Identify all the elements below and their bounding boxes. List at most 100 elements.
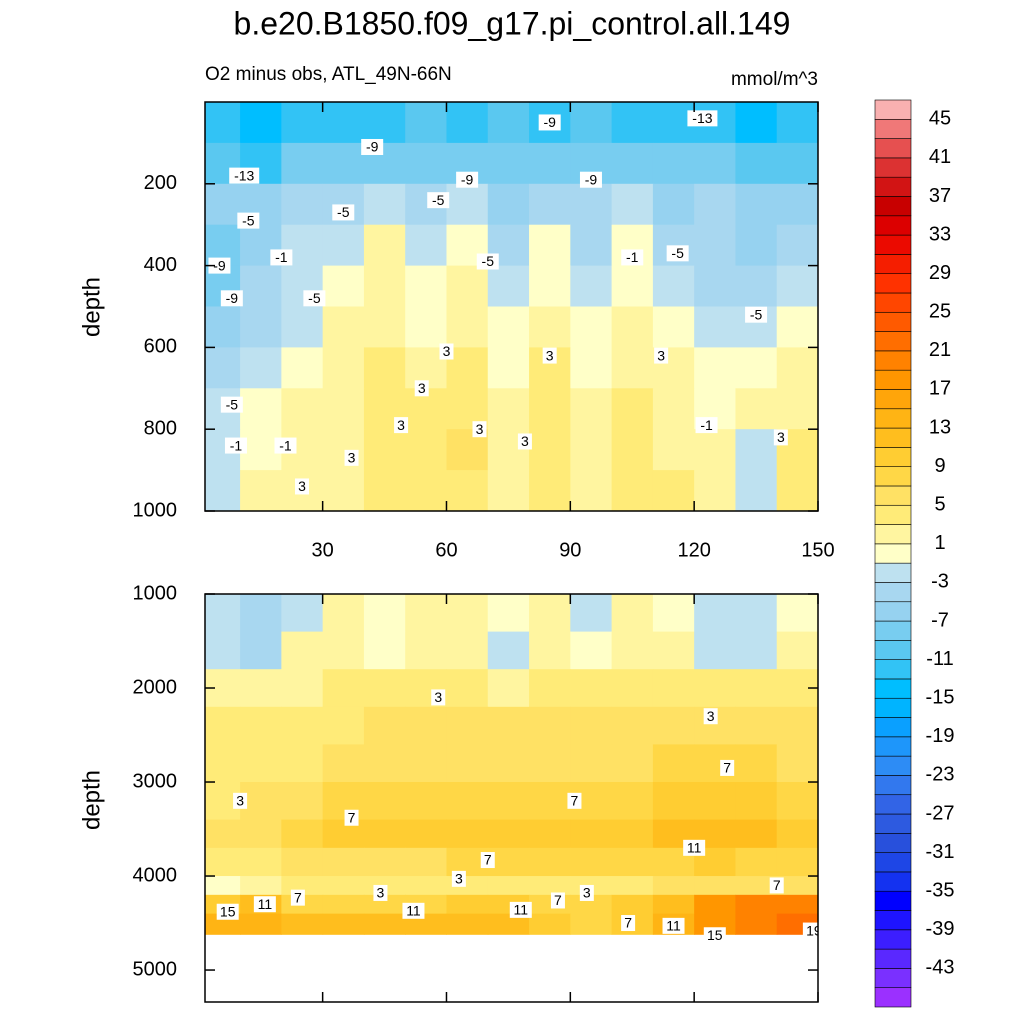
cell [363,782,406,821]
x-tick-label: 120 [677,539,710,561]
cell [529,706,571,745]
contour-label-box [476,253,499,270]
colorbar-box [874,697,912,718]
cell [240,306,282,348]
contour-label-box [480,852,495,869]
cell [776,142,818,185]
cell [776,594,818,633]
cell [776,388,818,430]
colorbar-label: -7 [931,609,949,631]
contour-label-box [567,792,582,809]
contour-label-box [229,167,260,184]
contour-label: -9 [226,290,239,306]
cell [405,265,447,307]
contour-label-box [769,877,784,894]
contour-label: 11 [406,903,421,919]
cell [446,782,489,821]
contour-label-box [550,892,565,909]
cell [205,102,241,144]
contour-label-box [224,437,247,454]
colorbar-label: -39 [926,918,955,940]
colorbar-label: -43 [926,957,955,979]
contour-label-box [402,902,425,919]
cell [694,470,736,511]
cell [652,306,695,348]
contour-label: 3 [455,871,463,887]
cell [322,102,365,144]
cell [322,847,365,877]
cell [652,594,695,633]
contour-label: 3 [236,793,244,809]
colorbar-box [874,311,912,332]
cell [205,706,241,745]
cell [446,913,489,935]
cell [611,306,654,348]
cell [570,669,613,708]
cell [240,744,282,783]
contour-label: 3 [443,343,451,359]
cell [529,142,571,185]
contour-label-box [720,759,735,776]
cell [363,470,406,511]
contour-label: 3 [348,450,356,466]
cell [611,782,654,821]
cell [281,388,324,430]
cell [240,876,282,896]
contour-label: 15 [220,903,236,919]
contour-label-box [517,433,532,450]
cell [652,706,695,745]
cell [322,894,365,915]
cell [363,594,406,633]
y-tick-label: 200 [144,172,177,194]
cell [694,306,736,348]
cell [240,388,282,430]
cell [405,429,447,471]
cell [529,669,571,708]
contour-label-box [773,429,788,446]
cell [405,913,447,935]
cell [529,744,571,783]
colorbar-label: 17 [929,378,951,400]
colorbar-box [874,292,912,313]
contour-label-box [220,396,243,413]
colorbar-box [874,678,912,699]
cell [281,594,324,633]
cell [446,102,489,144]
cell [487,102,530,144]
colorbar-box [874,427,912,448]
colorbar-box [874,157,912,178]
cell [570,102,613,144]
cell [694,894,736,915]
cell [205,876,241,896]
colorbar-box [874,948,912,969]
cell [529,306,571,348]
y-tick-label: 5000 [133,958,178,980]
contour-label: -1 [700,417,713,433]
cell [570,631,613,670]
contour-label-box [666,245,689,262]
contour-label: -5 [432,192,445,208]
contour-label: -1 [275,249,288,265]
cell [281,142,324,185]
colorbar-box [874,524,912,545]
cell [322,744,365,783]
cell [322,594,365,633]
contour-label: 3 [298,478,306,494]
cell [205,594,241,633]
contour-label: 3 [707,708,715,724]
cell [776,183,818,226]
cell [694,669,736,708]
cell [281,706,324,745]
chart-title: b.e20.B1850.f09_g17.pi_control.all.149 [234,5,791,41]
contour-label: -13 [692,110,712,126]
cell [281,306,324,348]
cell [735,876,778,896]
cell [570,819,613,849]
cell [240,102,282,144]
contour-label: 3 [777,429,785,445]
cell [735,782,778,821]
colorbar-label: 41 [929,146,951,168]
y-tick-label: 800 [144,417,177,439]
cell [776,631,818,670]
cell [529,265,571,307]
